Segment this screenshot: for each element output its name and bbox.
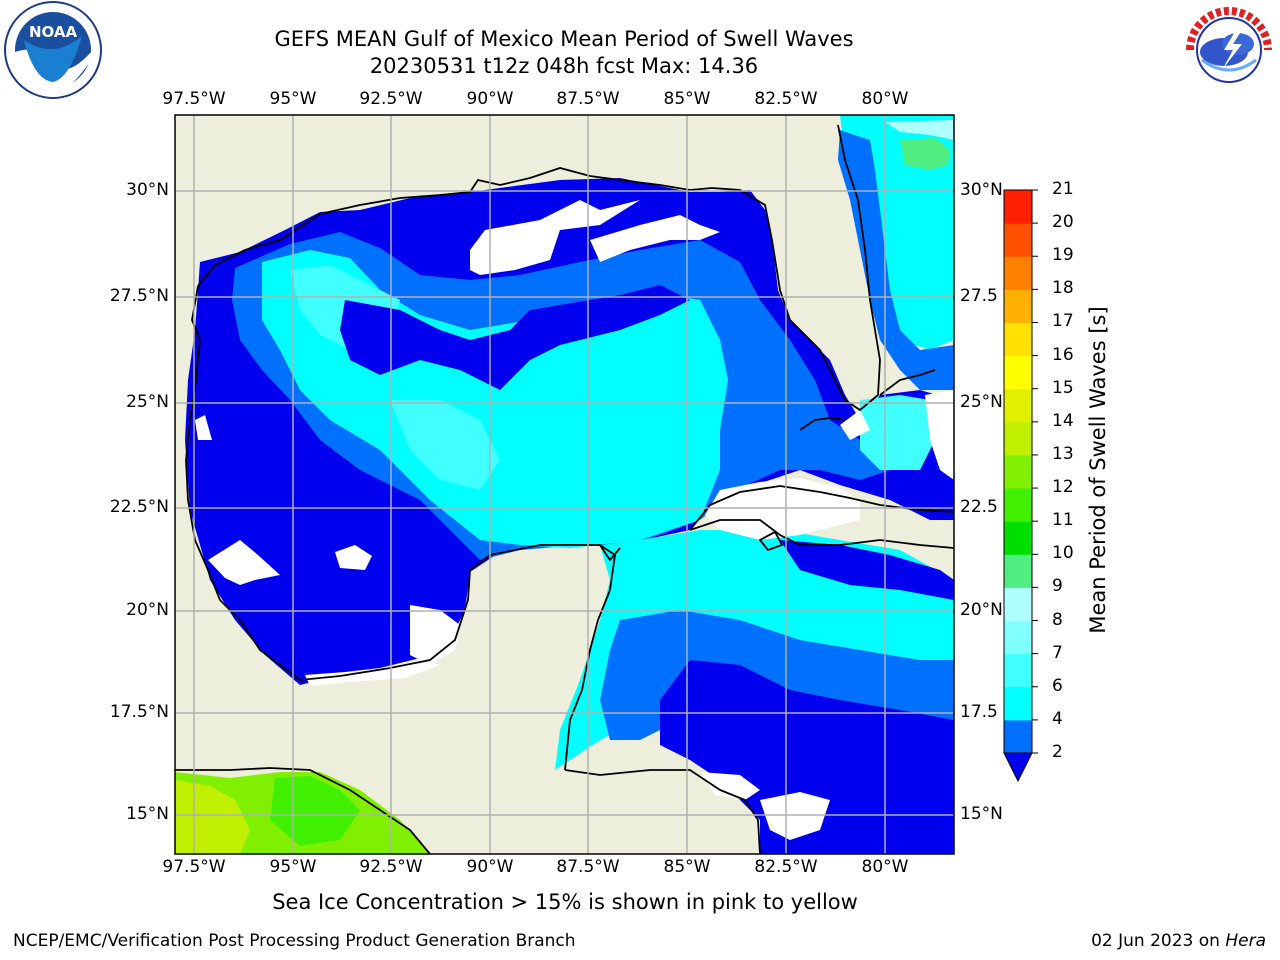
swell-period-field — [175, 115, 954, 854]
gulf-deep-blue-core — [340, 285, 690, 390]
lon-tick-top: 95°W — [269, 89, 317, 109]
colorbar-segment — [1004, 554, 1032, 588]
graticule — [175, 115, 954, 854]
colorbar-segment — [1004, 421, 1032, 456]
lat-tick-left: 25°N — [126, 392, 169, 412]
colorbar-under-arrow — [1003, 752, 1033, 783]
colorbar-level-label: 4 — [1052, 708, 1063, 729]
lat-tick-right: 22.5 — [960, 497, 998, 517]
atlantic-blue — [838, 130, 954, 390]
lon-tick-bottom: 90°W — [466, 857, 514, 877]
lon-tick-bottom: 87.5°W — [556, 857, 620, 877]
colorbar-level-label: 6 — [1052, 675, 1063, 696]
lon-tick-bottom: 97.5°W — [162, 857, 226, 877]
colorbar — [1003, 189, 1038, 783]
map-frame — [174, 114, 955, 855]
lon-tick-bottom: 92.5°W — [359, 857, 423, 877]
lat-tick-right: 25°N — [960, 392, 1003, 412]
lat-tick-left: 22.5°N — [109, 497, 169, 517]
colorbar-segment — [1004, 686, 1032, 721]
colorbar-level-label: 9 — [1052, 576, 1063, 597]
colorbar-level-label: 15 — [1052, 377, 1074, 398]
colorbar-level-label: 19 — [1052, 245, 1074, 266]
lon-tick-top: 80°W — [861, 89, 909, 109]
colorbar-segment — [1004, 719, 1032, 754]
footer-credit: NCEP/EMC/Verification Post Processing Pr… — [13, 931, 576, 951]
footer-machine: Hera — [1225, 931, 1266, 951]
lat-tick-right: 30°N — [960, 180, 1003, 200]
colorbar-level-label: 16 — [1052, 344, 1074, 365]
colorbar-level-label: 11 — [1052, 510, 1074, 531]
colorbar-level-label: 7 — [1052, 642, 1063, 663]
colorbar-level-label: 13 — [1052, 443, 1074, 464]
colorbar-level-label: 20 — [1052, 212, 1074, 233]
colorbar-level-label: 10 — [1052, 543, 1074, 564]
caribbean-deep-blue-2 — [780, 540, 954, 600]
noaa-logo: NOAA — [4, 1, 102, 99]
colorbar-segment — [1004, 355, 1032, 390]
colorbar-segment — [1004, 322, 1032, 357]
colorbar-level-label: 18 — [1052, 278, 1074, 299]
lon-tick-top: 90°W — [466, 89, 514, 109]
colorbar-title: Mean Period of Swell Waves [s] — [1086, 306, 1110, 634]
lon-tick-bottom: 95°W — [269, 857, 317, 877]
colorbar-level-label: 21 — [1052, 179, 1074, 199]
colorbar-level-label: 2 — [1052, 742, 1063, 762]
colorbar-segment — [1004, 521, 1032, 555]
colorbar-segment — [1004, 256, 1032, 290]
strait-cyan — [860, 395, 940, 470]
footer-run-info: 02 Jun 2023 on Hera — [1091, 931, 1266, 951]
colorbar-segment — [1004, 454, 1032, 489]
gulf-light-cyan-2 — [390, 400, 500, 490]
sea-ice-note: Sea Ice Concentration > 15% is shown in … — [272, 890, 858, 914]
lon-tick-bottom: 82.5°W — [754, 857, 818, 877]
lat-tick-left: 17.5°N — [109, 702, 169, 722]
chart-subtitle: 20230531 t12z 048h fcst Max: 14.36 — [369, 54, 759, 78]
lat-tick-left: 15°N — [126, 804, 169, 824]
colorbar-segment — [1004, 653, 1032, 688]
colorbar-segment — [1004, 587, 1032, 622]
lat-tick-right: 15°N — [960, 804, 1003, 824]
lon-tick-top: 87.5°W — [556, 89, 620, 109]
lat-tick-right: 20°N — [960, 600, 1003, 620]
lon-tick-top: 97.5°W — [162, 89, 226, 109]
lon-tick-top: 92.5°W — [359, 89, 423, 109]
national-weather-service-logo — [1182, 3, 1276, 97]
lat-tick-left: 20°N — [126, 600, 169, 620]
colorbar-segment — [1004, 190, 1032, 224]
chart-title: GEFS MEAN Gulf of Mexico Mean Period of … — [274, 27, 854, 51]
caribbean-deep-blue — [660, 660, 954, 854]
colorbar-level-label: 17 — [1052, 311, 1074, 332]
lat-tick-right: 27.5 — [960, 286, 998, 306]
colorbar-segment — [1004, 620, 1032, 655]
svg-text:NOAA: NOAA — [29, 23, 78, 41]
atlantic-light — [885, 120, 954, 140]
colorbar-segment — [1004, 488, 1032, 522]
lon-tick-bottom: 85°W — [663, 857, 711, 877]
colorbar-segment — [1004, 289, 1032, 323]
lat-tick-right: 17.5 — [960, 702, 998, 722]
atlantic-green — [900, 138, 950, 170]
colorbar-segment — [1004, 223, 1032, 257]
footer-date: 02 Jun 2023 on — [1091, 931, 1226, 951]
lon-tick-bottom: 80°W — [861, 857, 909, 877]
colorbar-segment — [1004, 388, 1032, 423]
lat-tick-left: 27.5°N — [109, 286, 169, 306]
colorbar-level-label: 14 — [1052, 410, 1074, 431]
colorbar-level-label: 8 — [1052, 609, 1063, 630]
colorbar-level-label: 12 — [1052, 477, 1074, 498]
lon-tick-top: 85°W — [663, 89, 711, 109]
lon-tick-top: 82.5°W — [754, 89, 818, 109]
lat-tick-left: 30°N — [126, 180, 169, 200]
